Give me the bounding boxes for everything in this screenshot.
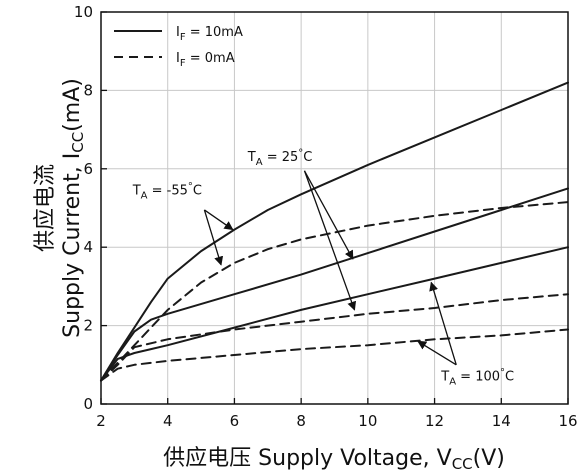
x-tick-label: 12: [425, 412, 444, 430]
x-tick-label: 14: [492, 412, 511, 430]
x-tick-label: 2: [96, 412, 106, 430]
x-tick-label: 8: [296, 412, 306, 430]
y-tick-label: 10: [74, 3, 93, 21]
y-tick-label: 0: [83, 395, 93, 413]
x-tick-label: 4: [163, 412, 173, 430]
x-tick-label: 6: [230, 412, 240, 430]
y-axis-label: 供应电流Supply Current, ICC(mA): [33, 78, 87, 338]
x-tick-label: 10: [358, 412, 377, 430]
x-tick-label: 16: [558, 412, 577, 430]
x-tick-labels: 2 4 6 8 10 12 14 16: [96, 412, 577, 430]
x-axis-label: 供应电压 Supply Voltage, VCC(V): [163, 446, 505, 473]
